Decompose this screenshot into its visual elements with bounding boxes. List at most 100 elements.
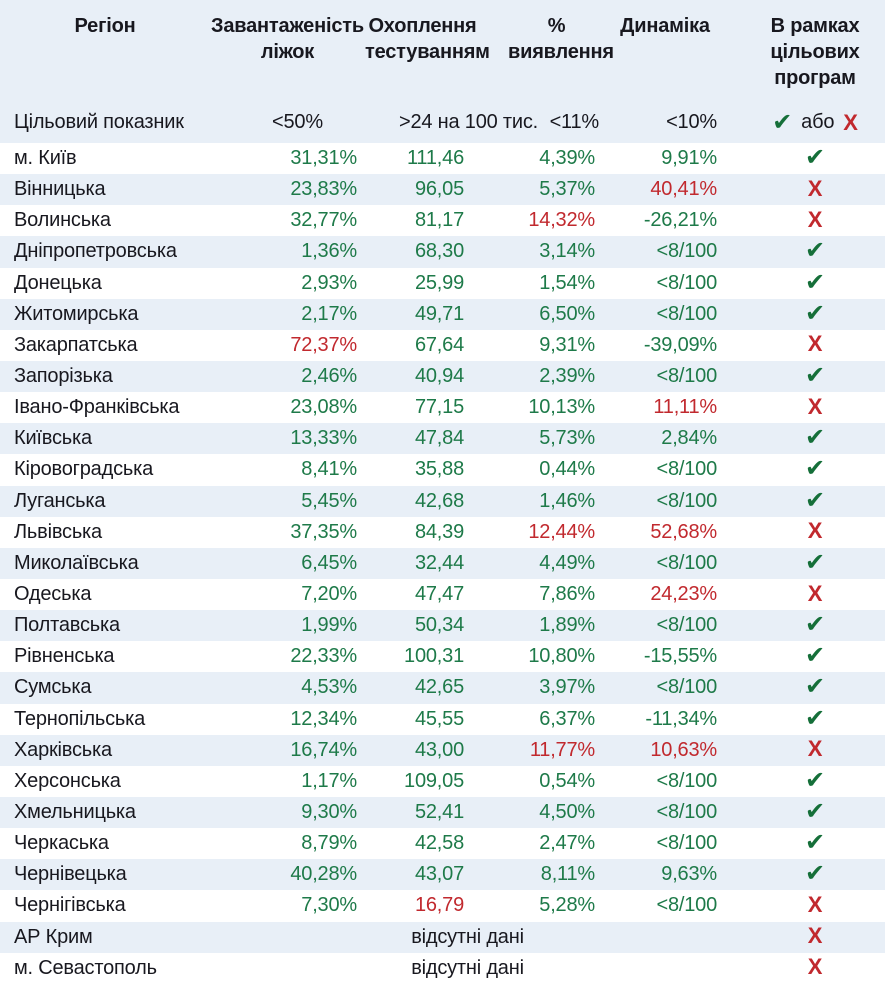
column-header-testing-line2: тестуванням — [365, 41, 490, 63]
dynamics-value: <8/100 — [656, 614, 717, 637]
status-cell: ✔ — [725, 704, 885, 732]
dynamics-value: <8/100 — [656, 365, 717, 388]
status-cell: ✔ — [725, 426, 885, 451]
check-icon: ✔ — [805, 829, 825, 857]
beds-value: 4,53% — [301, 676, 357, 699]
testing-value: 81,17 — [414, 209, 464, 232]
detection-value: 10,80% — [528, 645, 595, 668]
testing-value: 109,05 — [404, 769, 464, 792]
column-header-row: Регіон Завантаженість ліжок Охоплення те… — [0, 0, 885, 102]
detection-value: 0,54% — [539, 769, 595, 792]
testing-value: 42,68 — [414, 489, 464, 512]
target-row-label: Цільовий показник — [14, 111, 184, 133]
check-icon: ✔ — [805, 766, 825, 794]
region-name: Харківська — [14, 738, 112, 761]
beds-value: 8,79% — [301, 832, 357, 855]
testing-value: 49,71 — [414, 302, 464, 325]
beds-value: 12,34% — [290, 707, 357, 730]
cross-icon: Х — [807, 206, 823, 232]
status-cell: ✔ — [725, 457, 885, 482]
table-row: Житомирська 2,17% 49,71 6,50% <8/100 ✔ — [0, 298, 885, 330]
table-row: Львівська 37,35% 84,39 12,44% 52,68% Х — [0, 517, 885, 548]
region-name: Сумська — [14, 676, 92, 699]
beds-value: 9,30% — [301, 801, 357, 824]
testing-value: 16,79 — [414, 894, 464, 917]
detection-value: 3,14% — [539, 240, 595, 263]
column-header-program: В рамках цільових програм — [725, 13, 885, 102]
status-cell: ✔ — [725, 800, 885, 825]
status-cell: Х — [725, 333, 885, 357]
region-name: Рівненська — [14, 645, 115, 668]
table-row: Миколаївська 6,45% 32,44 4,49% <8/100 ✔ — [0, 547, 885, 579]
table-body: м. Київ 31,31% 111,46 4,39% 9,91% ✔ Вінницька 2… — [0, 143, 885, 984]
region-name: Тернопільська — [14, 707, 146, 730]
beds-value: 23,08% — [290, 396, 357, 419]
region-name: м. Київ — [14, 147, 77, 170]
cross-icon: Х — [807, 580, 823, 606]
check-icon: ✔ — [805, 144, 825, 172]
region-name: Полтавська — [14, 614, 120, 637]
dynamics-value: 40,41% — [650, 178, 717, 201]
cross-icon: Х — [807, 518, 823, 544]
table-row: Волинська 32,77% 81,17 14,32% -26,21% Х — [0, 205, 885, 236]
testing-value: 67,64 — [414, 333, 464, 356]
table-row: Запорізька 2,46% 40,94 2,39% <8/100 ✔ — [0, 360, 885, 393]
table-header-section: Регіон Завантаженість ліжок Охоплення те… — [0, 0, 885, 143]
beds-value: 2,46% — [301, 365, 357, 388]
no-data-label: відсутні дані — [411, 925, 524, 948]
detection-value: 8,11% — [540, 863, 595, 886]
status-cell: ✔ — [725, 613, 885, 638]
check-icon: ✔ — [805, 704, 825, 732]
table-row: Херсонська 1,17% 109,05 0,54% <8/100 ✔ — [0, 766, 885, 797]
dynamics-value: 52,68% — [650, 520, 717, 543]
region-name: Миколаївська — [14, 551, 139, 574]
detection-value: 1,54% — [539, 271, 595, 294]
beds-value: 1,17% — [301, 769, 357, 792]
check-icon: ✔ — [805, 486, 825, 514]
region-name: Чернівецька — [14, 863, 127, 886]
beds-value: 72,37% — [290, 333, 357, 356]
testing-value: 47,47 — [414, 583, 464, 606]
check-icon: ✔ — [805, 673, 825, 701]
region-name: м. Севастополь — [14, 956, 157, 979]
column-header-program-line1: В рамках — [770, 15, 860, 37]
table-row: Закарпатська 72,37% 67,64 9,31% -39,09% Х — [0, 330, 885, 361]
cross-icon: Х — [843, 109, 858, 135]
beds-value: 31,31% — [290, 147, 357, 170]
column-header-detection-line1: % — [547, 15, 566, 37]
status-cell: Х — [725, 956, 885, 980]
cross-icon: Х — [807, 954, 823, 980]
testing-value: 42,58 — [414, 832, 464, 855]
dynamics-value: -15,55% — [643, 645, 717, 668]
column-header-detection-line2: виявлення — [508, 41, 614, 63]
table-row: м. Київ 31,31% 111,46 4,39% 9,91% ✔ — [0, 143, 885, 174]
check-icon: ✔ — [805, 642, 825, 670]
beds-value: 5,45% — [301, 489, 357, 512]
column-header-beds: Завантаженість ліжок — [210, 13, 365, 102]
testing-value: 100,31 — [404, 645, 464, 668]
dynamics-value: <8/100 — [656, 271, 717, 294]
target-dynamics-value: <10% — [666, 111, 717, 133]
detection-value: 4,49% — [539, 551, 595, 574]
status-cell: Х — [725, 177, 885, 202]
region-name: Закарпатська — [14, 333, 138, 356]
beds-value: 1,36% — [301, 240, 357, 263]
dynamics-value: <8/100 — [656, 676, 717, 699]
testing-value: 84,39 — [414, 520, 464, 543]
target-detection-value: <11% — [549, 111, 600, 133]
detection-value: 2,47% — [539, 832, 595, 855]
testing-value: 77,15 — [414, 396, 464, 419]
status-cell: Х — [725, 580, 885, 607]
dynamics-value: <8/100 — [656, 801, 717, 824]
table-row: Хмельницька 9,30% 52,41 4,50% <8/100 ✔ — [0, 796, 885, 829]
status-cell: ✔ — [725, 146, 885, 171]
detection-value: 1,89% — [539, 614, 595, 637]
detection-value: 5,37% — [539, 178, 595, 201]
no-data-label: відсутні дані — [411, 956, 524, 979]
column-header-program-line2: цільових — [770, 41, 860, 63]
beds-value: 37,35% — [290, 520, 357, 543]
testing-value: 47,84 — [414, 427, 464, 450]
region-name: Київська — [14, 427, 92, 450]
detection-value: 3,97% — [539, 676, 595, 699]
check-icon: ✔ — [805, 860, 825, 888]
